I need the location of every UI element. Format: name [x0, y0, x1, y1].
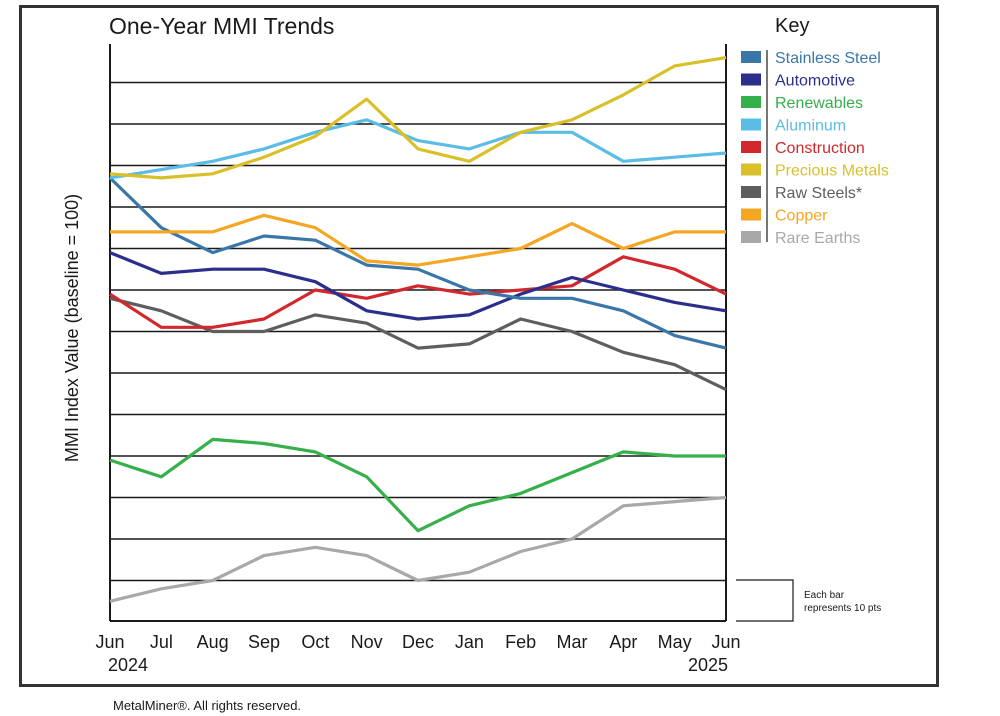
legend-label-rare-earths: Rare Earths — [775, 230, 860, 247]
x-tick-label: Sep — [248, 632, 280, 652]
series-line-rare-earths — [109, 495, 727, 603]
series-line-stainless-steel — [108, 176, 727, 350]
legend-label-automotive: Automotive — [775, 73, 855, 90]
legend-swatch-precious-metals — [741, 163, 761, 176]
series-line-renewables — [109, 437, 726, 533]
y-axis-label: MMI Index Value (baseline = 100) — [62, 194, 82, 462]
footer-copyright: MetalMiner®. All rights reserved. — [113, 698, 302, 713]
legend: Stainless Steel Automotive Renewables Alumi… — [741, 50, 889, 247]
scale-note: Each bar represents 10 pts — [736, 579, 881, 622]
legend-label-copper: Copper — [775, 208, 828, 225]
legend-label-raw-steels: Raw Steels* — [775, 185, 862, 202]
x-tick-label: Jan — [455, 632, 484, 652]
x-tick-label: May — [658, 632, 692, 652]
legend-label-precious-metals: Precious Metals — [775, 163, 889, 180]
x-tick-label: Mar — [557, 632, 588, 652]
scale-bracket — [736, 579, 794, 622]
x-tick-label: Jun — [711, 632, 740, 652]
x-year-label-start: 2024 — [108, 655, 148, 675]
legend-label-construction: Construction — [775, 140, 865, 157]
legend-swatch-renewables — [741, 96, 761, 108]
legend-swatch-automotive — [741, 73, 761, 86]
x-tick-label: Nov — [351, 632, 383, 652]
chart-frame — [19, 5, 939, 687]
series-line-automotive — [109, 251, 727, 321]
series-line-construction — [109, 255, 727, 329]
x-tick-label: Jun — [95, 632, 124, 652]
legend-title: Key — [775, 15, 809, 37]
scale-note-text: Each bar — [804, 590, 845, 601]
series-line-aluminum — [109, 118, 727, 180]
series-line-raw-steels — [109, 296, 727, 392]
legend-label-renewables: Renewables — [775, 95, 863, 112]
x-tick-label: Dec — [402, 632, 434, 652]
legend-swatch-construction — [741, 141, 761, 153]
series-line-precious-metals — [109, 56, 727, 180]
series-line-copper — [110, 213, 726, 267]
x-tick-label: Apr — [609, 632, 637, 652]
x-tick-label: Jul — [150, 632, 173, 652]
legend-swatch-raw-steels — [741, 186, 761, 198]
legend-swatch-rare-earths — [741, 231, 761, 243]
legend-swatch-aluminum — [741, 118, 761, 131]
x-tick-label: Feb — [505, 632, 536, 652]
legend-label-aluminum: Aluminum — [775, 118, 846, 135]
x-tick-label: Aug — [197, 632, 229, 652]
legend-swatch-copper — [741, 208, 761, 221]
x-tick-label: Oct — [301, 632, 329, 652]
x-year-label-end: 2025 — [688, 655, 728, 675]
scale-note-text: represents 10 pts — [804, 603, 881, 614]
series-lines — [108, 56, 727, 603]
grid — [109, 44, 727, 622]
x-axis-ticks: Jun Jul Aug Sep Oct Nov Dec Jan Feb Mar Apr May Jun 2… — [95, 632, 740, 675]
legend-label-stainless-steel: Stainless Steel — [775, 50, 881, 67]
legend-swatch-stainless-steel — [741, 51, 761, 63]
chart-title: One-Year MMI Trends — [109, 13, 334, 39]
